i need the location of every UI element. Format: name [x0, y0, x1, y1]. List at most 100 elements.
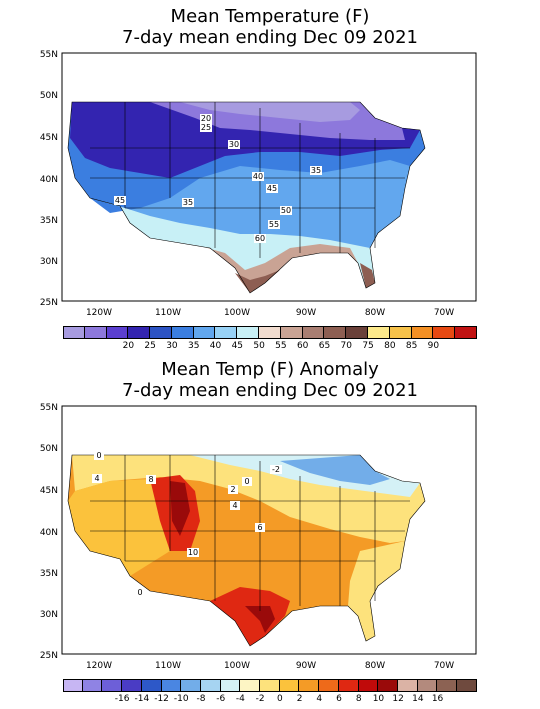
map2-contour-label: 0	[244, 477, 249, 486]
map1-lat-label: 55N	[40, 50, 58, 60]
legend-swatch	[193, 326, 216, 339]
map2-lat-label: 45N	[40, 486, 58, 496]
map1-panel: 55N 50N 45N 40N 35N 30N 25N 120W 110W 10…	[40, 50, 477, 318]
legend-swatch	[181, 679, 201, 692]
map1-lat-label: 45N	[40, 133, 58, 143]
map2-contour-label: 4	[232, 501, 237, 510]
legend-swatch	[455, 326, 477, 339]
map2-lon-label: 120W	[86, 661, 112, 671]
legend-tick-label: -12	[154, 694, 169, 704]
legend-tick-label: 12	[392, 694, 404, 704]
legend-tick-label: 6	[336, 694, 342, 704]
map2-contour-label: 6	[257, 523, 262, 532]
legend-swatch	[389, 326, 412, 339]
map1-contour-label: 30	[229, 140, 239, 149]
map1-lat-label: 40N	[40, 175, 58, 185]
legend-tick-label: 70	[340, 341, 352, 351]
map1-contour-label: 35	[311, 166, 321, 175]
legend-swatch	[367, 326, 390, 339]
legend-swatch	[161, 679, 182, 692]
map2-lat-label: 25N	[40, 651, 58, 661]
legend-swatch	[240, 679, 261, 692]
legend-tick-label: 20	[122, 341, 135, 351]
legend-tick-label: 16	[431, 694, 444, 704]
legend-swatch	[122, 679, 142, 692]
map1-lon-label: 80W	[365, 308, 385, 318]
legend-tick-label: -6	[216, 694, 226, 704]
legend-tick-label: 8	[355, 694, 362, 704]
map2-lat-label: 40N	[40, 528, 58, 538]
legend-tick-label: -4	[235, 694, 245, 704]
legend-swatch	[280, 326, 303, 339]
legend-tick-label: 40	[209, 341, 222, 351]
legend-swatch	[397, 679, 418, 692]
map2-lon-label: 90W	[296, 661, 316, 671]
legend-swatch	[63, 326, 85, 339]
legend-tick-label: 4	[316, 694, 323, 704]
legend-swatch	[200, 679, 221, 692]
legend-swatch	[260, 679, 280, 692]
legend-swatch	[378, 679, 398, 692]
legend-swatch	[302, 326, 325, 339]
legend-swatch	[417, 679, 438, 692]
map1-lat-label: 35N	[40, 216, 58, 226]
legend-tick-label: 0	[276, 694, 283, 704]
map2-contour-label: 0	[137, 588, 142, 597]
legend-swatch	[84, 326, 107, 339]
map1-temperature-field	[68, 102, 425, 293]
legend-swatch	[358, 679, 379, 692]
map1-contour-label: 20	[201, 114, 211, 123]
legend-swatch	[411, 326, 434, 339]
map1-lon-label: 70W	[434, 308, 454, 318]
legend-swatch	[150, 326, 172, 339]
map2-subtitle: 7-day mean ending Dec 09 2021	[122, 380, 418, 401]
legend-swatch	[171, 326, 194, 339]
map2-legend-ticks: -16 -14 -12 -10 -8 -6 -4 -2 0 2 4 6 8 10 12 14 16	[63, 694, 477, 706]
legend-swatch	[128, 326, 151, 339]
legend-swatch	[141, 679, 162, 692]
map2-title: Mean Temp (F) Anomaly	[161, 359, 379, 380]
legend-swatch	[433, 326, 456, 339]
map1-contour-label: 55	[269, 220, 279, 229]
legend-tick-label: 60	[296, 341, 309, 351]
legend-swatch	[106, 326, 129, 339]
legend-swatch	[319, 679, 339, 692]
legend-tick-label: 50	[253, 341, 265, 351]
map2-lat-label: 55N	[40, 403, 58, 413]
map1-lon-label: 120W	[86, 308, 112, 318]
legend-tick-label: 35	[188, 341, 200, 351]
map1-contour-label: 50	[281, 206, 291, 215]
legend-tick-label: 55	[275, 341, 287, 351]
map1-title: Mean Temperature (F)	[170, 6, 370, 27]
legend-tick-label: 80	[384, 341, 396, 351]
legend-tick-label: 30	[166, 341, 178, 351]
map1-contour-label: 40	[253, 172, 263, 181]
map1-lon-label: 110W	[155, 308, 181, 318]
legend-swatch	[338, 679, 359, 692]
legend-tick-label: 10	[372, 694, 385, 704]
legend-swatch	[63, 679, 83, 692]
legend-swatch	[220, 679, 241, 692]
map1-lat-label: 50N	[40, 91, 58, 101]
legend-tick-label: -16	[114, 694, 130, 704]
legend-tick-label: 2	[296, 694, 303, 704]
map2-contour-label: 4	[94, 474, 99, 483]
legend-tick-label: 45	[231, 341, 244, 351]
map1-contour-label: 45	[115, 196, 125, 205]
map1-legend-ticks: 20 25 30 35 40 45 50 55 60 65 70 75 80 85 90	[63, 341, 477, 353]
legend-tick-label: 14	[412, 694, 424, 704]
legend-tick-label: -10	[173, 694, 189, 704]
legend-swatch	[346, 326, 368, 339]
legend-tick-label: 25	[144, 341, 156, 351]
map2-contour-label: 10	[188, 548, 198, 557]
map2-lon-label: 100W	[224, 661, 250, 671]
map2-legend	[63, 679, 477, 692]
map2-lon-label: 70W	[434, 661, 454, 671]
legend-swatch	[237, 326, 260, 339]
map2-lon-label: 110W	[155, 661, 181, 671]
map1-legend	[63, 326, 477, 339]
map1-lat-label: 30N	[40, 257, 58, 267]
legend-tick-label: 65	[318, 341, 331, 351]
legend-tick-label: 75	[362, 341, 374, 351]
map1-contour-label: 35	[183, 198, 193, 207]
